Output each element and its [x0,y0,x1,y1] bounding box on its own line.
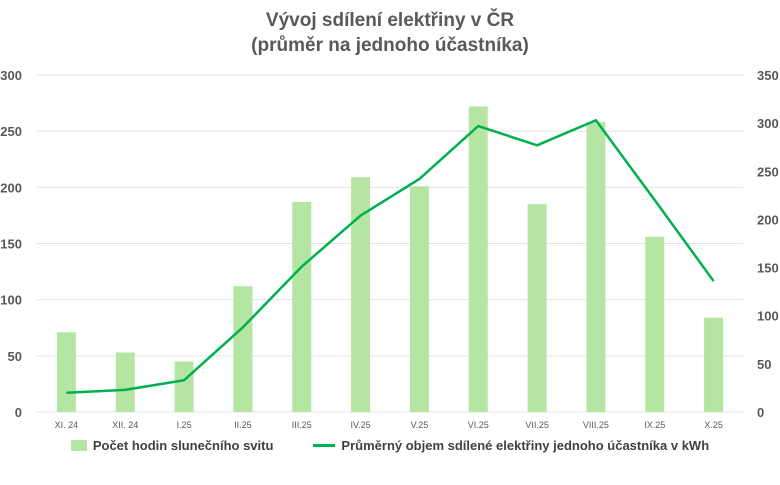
x-tick-label: XI. 24 [55,420,79,430]
legend-label-bars: Počet hodin slunečního svitu [92,438,274,453]
x-tick-label: V.25 [411,420,429,430]
bar [56,332,76,412]
right-tick-label: 350 [757,68,779,83]
x-tick-label: I.25 [177,420,192,430]
bar [115,352,135,412]
bar [645,236,665,412]
legend: Počet hodin slunečního svitu Průměrný ob… [0,438,780,453]
right-tick-label: 300 [757,116,779,131]
x-tick-label: VI.25 [468,420,489,430]
right-tick-label: 200 [757,212,779,227]
right-tick-label: 50 [757,357,771,372]
x-tick-label: III.25 [292,420,312,430]
bar [468,106,488,412]
left-tick-label: 0 [15,405,22,420]
bar [233,286,253,412]
legend-swatch-line [313,444,336,447]
left-tick-label: 300 [0,68,22,83]
x-tick-label: IX.25 [644,420,665,430]
bar [527,204,547,412]
left-tick-label: 200 [0,180,22,195]
left-tick-label: 100 [0,293,22,308]
right-tick-label: 150 [757,261,779,276]
line-series [66,119,715,394]
left-tick-label: 50 [8,349,22,364]
bar [292,201,312,412]
bar [409,186,429,412]
legend-item-bars: Počet hodin slunečního svitu [70,438,274,453]
legend-item-line: Průměrný objem sdílené elektřiny jednoho… [313,438,709,453]
left-tick-label: 150 [0,237,22,252]
chart-title-line1: Vývoj sdílení elektřiny v ČR [265,10,515,31]
right-tick-label: 0 [757,405,764,420]
left-tick-label: 250 [0,124,22,139]
x-tick-label: XII. 24 [112,420,138,430]
legend-label-line: Průměrný objem sdílené elektřiny jednoho… [341,438,710,453]
chart-title-line2: (průměr na jednoho účastníka) [251,35,529,56]
right-tick-label: 100 [757,309,779,324]
bar [174,361,194,412]
x-tick-label: VII.25 [525,420,549,430]
x-tick-label: IV.25 [350,420,370,430]
bar [586,122,606,413]
x-tick-label: X.25 [704,420,723,430]
x-tick-label: VIII.25 [583,420,609,430]
bar [704,317,724,412]
bar [351,177,371,412]
right-tick-label: 250 [757,164,779,179]
x-tick-label: II.25 [234,420,252,430]
legend-swatch-bar [70,440,87,451]
